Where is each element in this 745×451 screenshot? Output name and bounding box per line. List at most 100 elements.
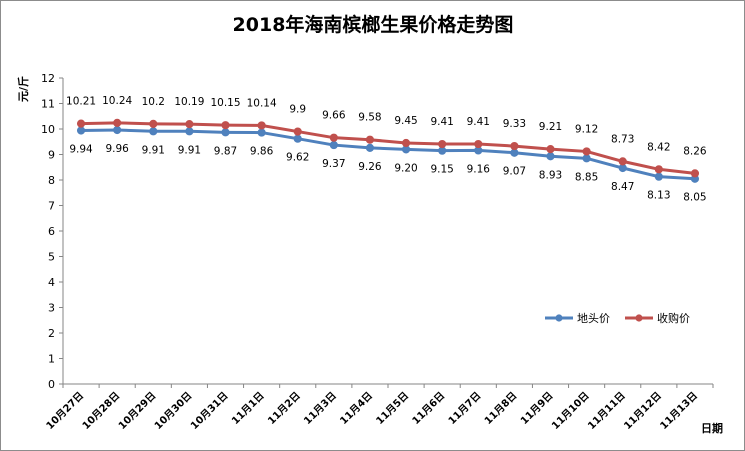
x-tick-label: 11月7日 — [446, 390, 483, 427]
data-point — [76, 126, 86, 135]
data-point — [329, 140, 338, 150]
data-label: 9.07 — [503, 166, 526, 178]
data-label: 9.96 — [105, 143, 129, 155]
x-tick-label: 11月6日 — [410, 390, 447, 427]
data-label: 10.21 — [66, 96, 96, 108]
x-tick-label: 10月28日 — [80, 390, 122, 432]
data-point — [257, 128, 266, 137]
data-point — [654, 165, 663, 174]
data-point — [293, 134, 302, 143]
x-tick-label: 11月5日 — [374, 390, 411, 427]
x-tick-label: 10月29日 — [116, 390, 158, 432]
y-axis-title: 元/斤 — [16, 76, 30, 102]
data-point — [510, 148, 519, 157]
y-tick-label: 8 — [48, 174, 55, 187]
x-tick-label: 11月3日 — [302, 390, 339, 427]
data-label: 9.21 — [539, 121, 562, 133]
data-point — [438, 146, 447, 155]
data-point — [257, 121, 266, 130]
y-tick-label: 6 — [48, 225, 55, 238]
data-point — [365, 143, 375, 152]
x-tick-label: 10月30日 — [152, 390, 194, 432]
y-tick-label: 12 — [41, 72, 55, 85]
data-point — [329, 133, 338, 142]
data-point — [582, 147, 591, 156]
data-label: 9.41 — [430, 116, 453, 128]
legend-label: 地头价 — [577, 312, 610, 325]
data-point — [149, 127, 158, 136]
data-point — [582, 154, 591, 163]
x-tick-label: 11月4日 — [338, 390, 375, 427]
x-tick-label: 10月27日 — [44, 390, 86, 432]
data-label: 9.66 — [322, 110, 346, 122]
y-tick-label: 5 — [48, 251, 55, 264]
data-point — [76, 119, 86, 128]
y-tick-label: 9 — [48, 149, 55, 162]
data-point — [618, 163, 627, 173]
data-label: 8.26 — [683, 145, 707, 157]
legend-swatch-marker — [555, 314, 563, 322]
data-point — [401, 138, 411, 148]
y-tick-label: 4 — [48, 276, 55, 289]
data-point — [474, 139, 483, 149]
series-line-0 — [81, 128, 696, 181]
series-layer — [76, 118, 700, 183]
axes: 012345678910111210月27日10月28日10月29日10月30日… — [41, 72, 714, 432]
x-tick-label: 11月10日 — [549, 390, 591, 432]
data-label: 9.62 — [286, 152, 309, 164]
data-label: 9.87 — [214, 145, 237, 157]
x-axis-title: 日期 — [701, 421, 723, 435]
data-label: 9.12 — [575, 123, 598, 135]
data-label: 10.24 — [102, 95, 132, 107]
y-tick-label: 0 — [48, 378, 55, 391]
data-label: 8.93 — [539, 169, 562, 181]
data-label: 9.41 — [467, 116, 490, 128]
data-point — [546, 145, 555, 154]
data-point — [149, 119, 158, 129]
data-label: 9.45 — [394, 115, 417, 127]
data-label: 9.91 — [178, 144, 201, 156]
data-label: 9.58 — [358, 112, 381, 124]
data-point — [654, 172, 663, 181]
y-tick-label: 7 — [48, 200, 55, 213]
x-tick-label: 10月31日 — [188, 390, 230, 432]
data-label: 9.20 — [394, 162, 417, 174]
data-label: 8.47 — [611, 181, 634, 193]
data-point — [293, 127, 302, 136]
data-point — [185, 120, 194, 129]
x-tick-label: 11月11日 — [586, 390, 628, 432]
data-label: 8.13 — [647, 190, 670, 202]
data-label: 8.73 — [611, 133, 634, 145]
data-point — [221, 121, 230, 130]
series-line-1 — [81, 121, 696, 175]
data-point — [221, 128, 230, 137]
data-label: 9.33 — [503, 118, 526, 130]
data-label: 9.94 — [69, 144, 93, 156]
legend-label: 收购价 — [657, 311, 690, 325]
data-point — [510, 141, 519, 151]
y-tick-label: 3 — [48, 302, 55, 315]
y-tick-label: 10 — [41, 123, 55, 136]
x-tick-label: 11月12日 — [622, 390, 664, 432]
chart-title: 2018年海南槟榔生果价格走势图 — [233, 13, 514, 36]
y-tick-label: 2 — [48, 327, 55, 340]
data-point — [113, 125, 122, 135]
data-label: 9.91 — [142, 144, 165, 156]
legend-swatch-marker — [635, 314, 643, 322]
data-label: 9.15 — [430, 164, 453, 176]
data-point — [618, 157, 627, 166]
x-tick-label: 11月8日 — [482, 390, 519, 427]
data-label: 9.86 — [250, 146, 274, 158]
x-tick-label: 11月13日 — [658, 390, 700, 432]
data-label: 10.19 — [174, 96, 204, 108]
x-tick-label: 11月2日 — [265, 390, 302, 427]
legend: 地头价 收购价 — [545, 311, 690, 325]
x-tick-label: 11月1日 — [229, 390, 266, 427]
data-label: 9.16 — [467, 163, 491, 175]
data-label: 10.15 — [210, 97, 240, 109]
y-tick-label: 11 — [41, 98, 55, 111]
data-label: 8.42 — [647, 141, 670, 153]
data-label: 9.37 — [322, 158, 345, 170]
